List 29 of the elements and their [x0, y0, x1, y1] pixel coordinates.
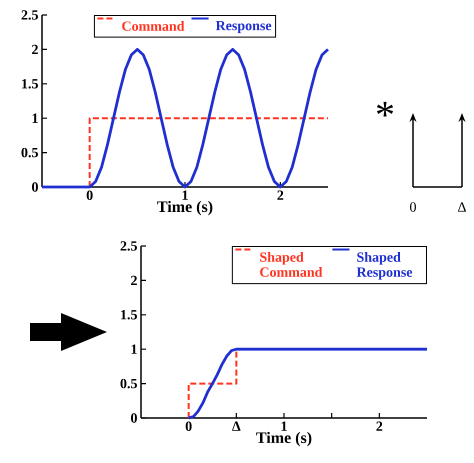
y-tick-label: 1.5	[22, 79, 38, 89]
text: Shaped Command	[260, 252, 322, 277]
text: 0	[410, 202, 416, 212]
line-series	[187, 348, 428, 420]
y-tick-label: 1.5	[121, 310, 137, 320]
y-tick-label: 0	[32, 182, 38, 192]
x-tick-label: 2	[277, 190, 284, 200]
y-tick-label: 2	[131, 276, 137, 286]
text: Shaped Response	[356, 252, 412, 280]
y-tick-label: 1	[132, 344, 137, 354]
text: Δ	[458, 202, 466, 212]
legend-label: Response	[216, 20, 272, 34]
y-tick-label: 2.5	[120, 241, 137, 251]
x-tick-label: 2	[376, 422, 382, 431]
x-tick-label: 0	[86, 190, 93, 200]
y-tick-label: 0.5	[120, 378, 137, 388]
x-axis-title: Time (s)	[157, 200, 212, 216]
x-tick-label: 1	[182, 190, 188, 200]
y-tick-label: 1	[32, 114, 38, 123]
legend-label: Command	[122, 20, 184, 31]
x-tick-label: 0	[186, 422, 192, 431]
x-tick-label: Δ	[232, 422, 240, 431]
x-axis-title: Time (s)	[256, 432, 312, 446]
y-tick-label: 0	[131, 413, 137, 423]
x-tick-label: 1	[282, 422, 287, 431]
y-tick-label: 2	[32, 44, 38, 54]
text: *	[376, 102, 394, 117]
y-tick-label: 0.5	[22, 148, 38, 158]
y-tick-label: 2.5	[22, 10, 38, 20]
